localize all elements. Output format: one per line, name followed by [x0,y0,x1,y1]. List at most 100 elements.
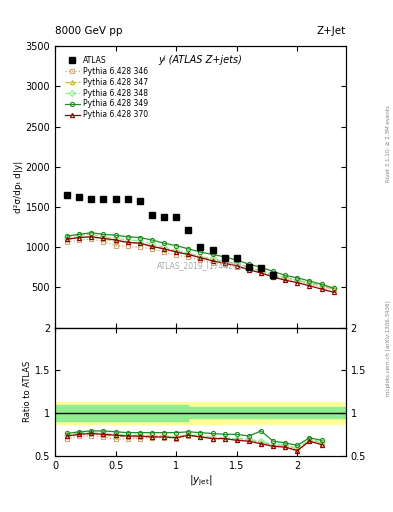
Pythia 6.428 370 [65,236,70,242]
Line: Pythia 6.428 346: Pythia 6.428 346 [65,237,336,292]
Pythia 6.428 347 [295,277,300,283]
ATLAS [65,192,70,198]
Pythia 6.428 346 [331,287,336,293]
ATLAS [101,196,106,202]
Pythia 6.428 348 [101,233,106,240]
Pythia 6.428 346 [307,281,312,287]
Pythia 6.428 348 [65,234,70,241]
Pythia 6.428 370 [319,286,324,292]
Pythia 6.428 370 [259,270,263,276]
Pythia 6.428 349 [174,243,178,249]
Y-axis label: Ratio to ATLAS: Ratio to ATLAS [23,361,32,422]
ATLAS [198,244,203,250]
Pythia 6.428 346 [125,243,130,249]
Pythia 6.428 347 [283,275,288,281]
Line: Pythia 6.428 348: Pythia 6.428 348 [65,232,336,290]
Pythia 6.428 348 [125,237,130,243]
Pythia 6.428 346 [113,243,118,249]
Pythia 6.428 347 [246,264,251,270]
Pythia 6.428 349 [234,257,239,263]
Pythia 6.428 349 [271,268,275,274]
Pythia 6.428 349 [307,278,312,284]
Pythia 6.428 347 [150,243,154,249]
Pythia 6.428 349 [331,285,336,291]
Line: Pythia 6.428 349: Pythia 6.428 349 [65,231,336,290]
Pythia 6.428 346 [246,267,251,273]
ATLAS [138,198,142,204]
Pythia 6.428 347 [271,271,275,278]
Pythia 6.428 348 [319,282,324,288]
Pythia 6.428 347 [307,281,312,287]
Pythia 6.428 370 [234,263,239,269]
Pythia 6.428 346 [77,237,82,243]
Pythia 6.428 348 [174,247,178,253]
X-axis label: $|y_{\rm jet}|$: $|y_{\rm jet}|$ [189,473,212,488]
Pythia 6.428 370 [283,277,288,283]
ATLAS [210,247,215,253]
Pythia 6.428 346 [186,254,191,260]
Pythia 6.428 346 [162,249,167,255]
Pythia 6.428 348 [283,275,288,281]
Pythia 6.428 347 [186,250,191,257]
Text: yʲ (ATLAS Z+jets): yʲ (ATLAS Z+jets) [158,55,242,65]
Pythia 6.428 349 [113,232,118,238]
Pythia 6.428 347 [113,238,118,244]
Pythia 6.428 346 [295,278,300,284]
Pythia 6.428 370 [77,234,82,241]
Line: Pythia 6.428 370: Pythia 6.428 370 [65,234,336,294]
Pythia 6.428 348 [295,277,300,283]
Pythia 6.428 346 [234,264,239,270]
Pythia 6.428 346 [210,260,215,266]
Pythia 6.428 349 [222,254,227,260]
Pythia 6.428 349 [150,237,154,243]
Pythia 6.428 349 [77,231,82,238]
Pythia 6.428 348 [138,238,142,244]
Pythia 6.428 370 [198,254,203,261]
Pythia 6.428 346 [271,273,275,279]
Pythia 6.428 348 [234,260,239,266]
Pythia 6.428 370 [101,236,106,242]
ATLAS [150,212,154,218]
Pythia 6.428 346 [101,239,106,245]
Pythia 6.428 349 [101,231,106,238]
Pythia 6.428 370 [174,249,178,255]
Pythia 6.428 349 [162,240,167,246]
Pythia 6.428 346 [198,257,203,263]
Pythia 6.428 346 [150,246,154,252]
Pythia 6.428 346 [89,236,94,242]
ATLAS [89,196,94,202]
Pythia 6.428 348 [246,264,251,270]
Pythia 6.428 347 [77,234,82,241]
Y-axis label: d²σ/dpₜ d|y|: d²σ/dpₜ d|y| [14,161,23,213]
Pythia 6.428 370 [113,237,118,243]
Pythia 6.428 346 [174,252,178,259]
Pythia 6.428 346 [283,276,288,283]
ATLAS [222,254,227,261]
Pythia 6.428 347 [89,233,94,240]
Pythia 6.428 348 [259,268,263,274]
Line: ATLAS: ATLAS [64,192,276,278]
Text: mcplots.cern.ch [arXiv:1306.3436]: mcplots.cern.ch [arXiv:1306.3436] [386,301,391,396]
Pythia 6.428 370 [271,274,275,280]
Line: Pythia 6.428 347: Pythia 6.428 347 [65,234,336,291]
Pythia 6.428 348 [186,250,191,256]
Pythia 6.428 346 [138,244,142,250]
Pythia 6.428 370 [162,246,167,252]
Pythia 6.428 347 [331,286,336,292]
Pythia 6.428 370 [246,267,251,273]
Pythia 6.428 370 [295,280,300,286]
Pythia 6.428 370 [89,233,94,240]
Pythia 6.428 349 [319,281,324,287]
Pythia 6.428 348 [150,241,154,247]
Pythia 6.428 347 [174,248,178,254]
Pythia 6.428 347 [125,239,130,245]
Text: ATLAS_2019_I1744201: ATLAS_2019_I1744201 [157,261,244,270]
Pythia 6.428 349 [283,272,288,279]
Pythia 6.428 370 [138,240,142,246]
Pythia 6.428 349 [198,249,203,255]
Pythia 6.428 347 [234,260,239,266]
Pythia 6.428 349 [186,246,191,252]
ATLAS [125,196,130,202]
Pythia 6.428 347 [138,240,142,246]
Pythia 6.428 348 [331,285,336,291]
